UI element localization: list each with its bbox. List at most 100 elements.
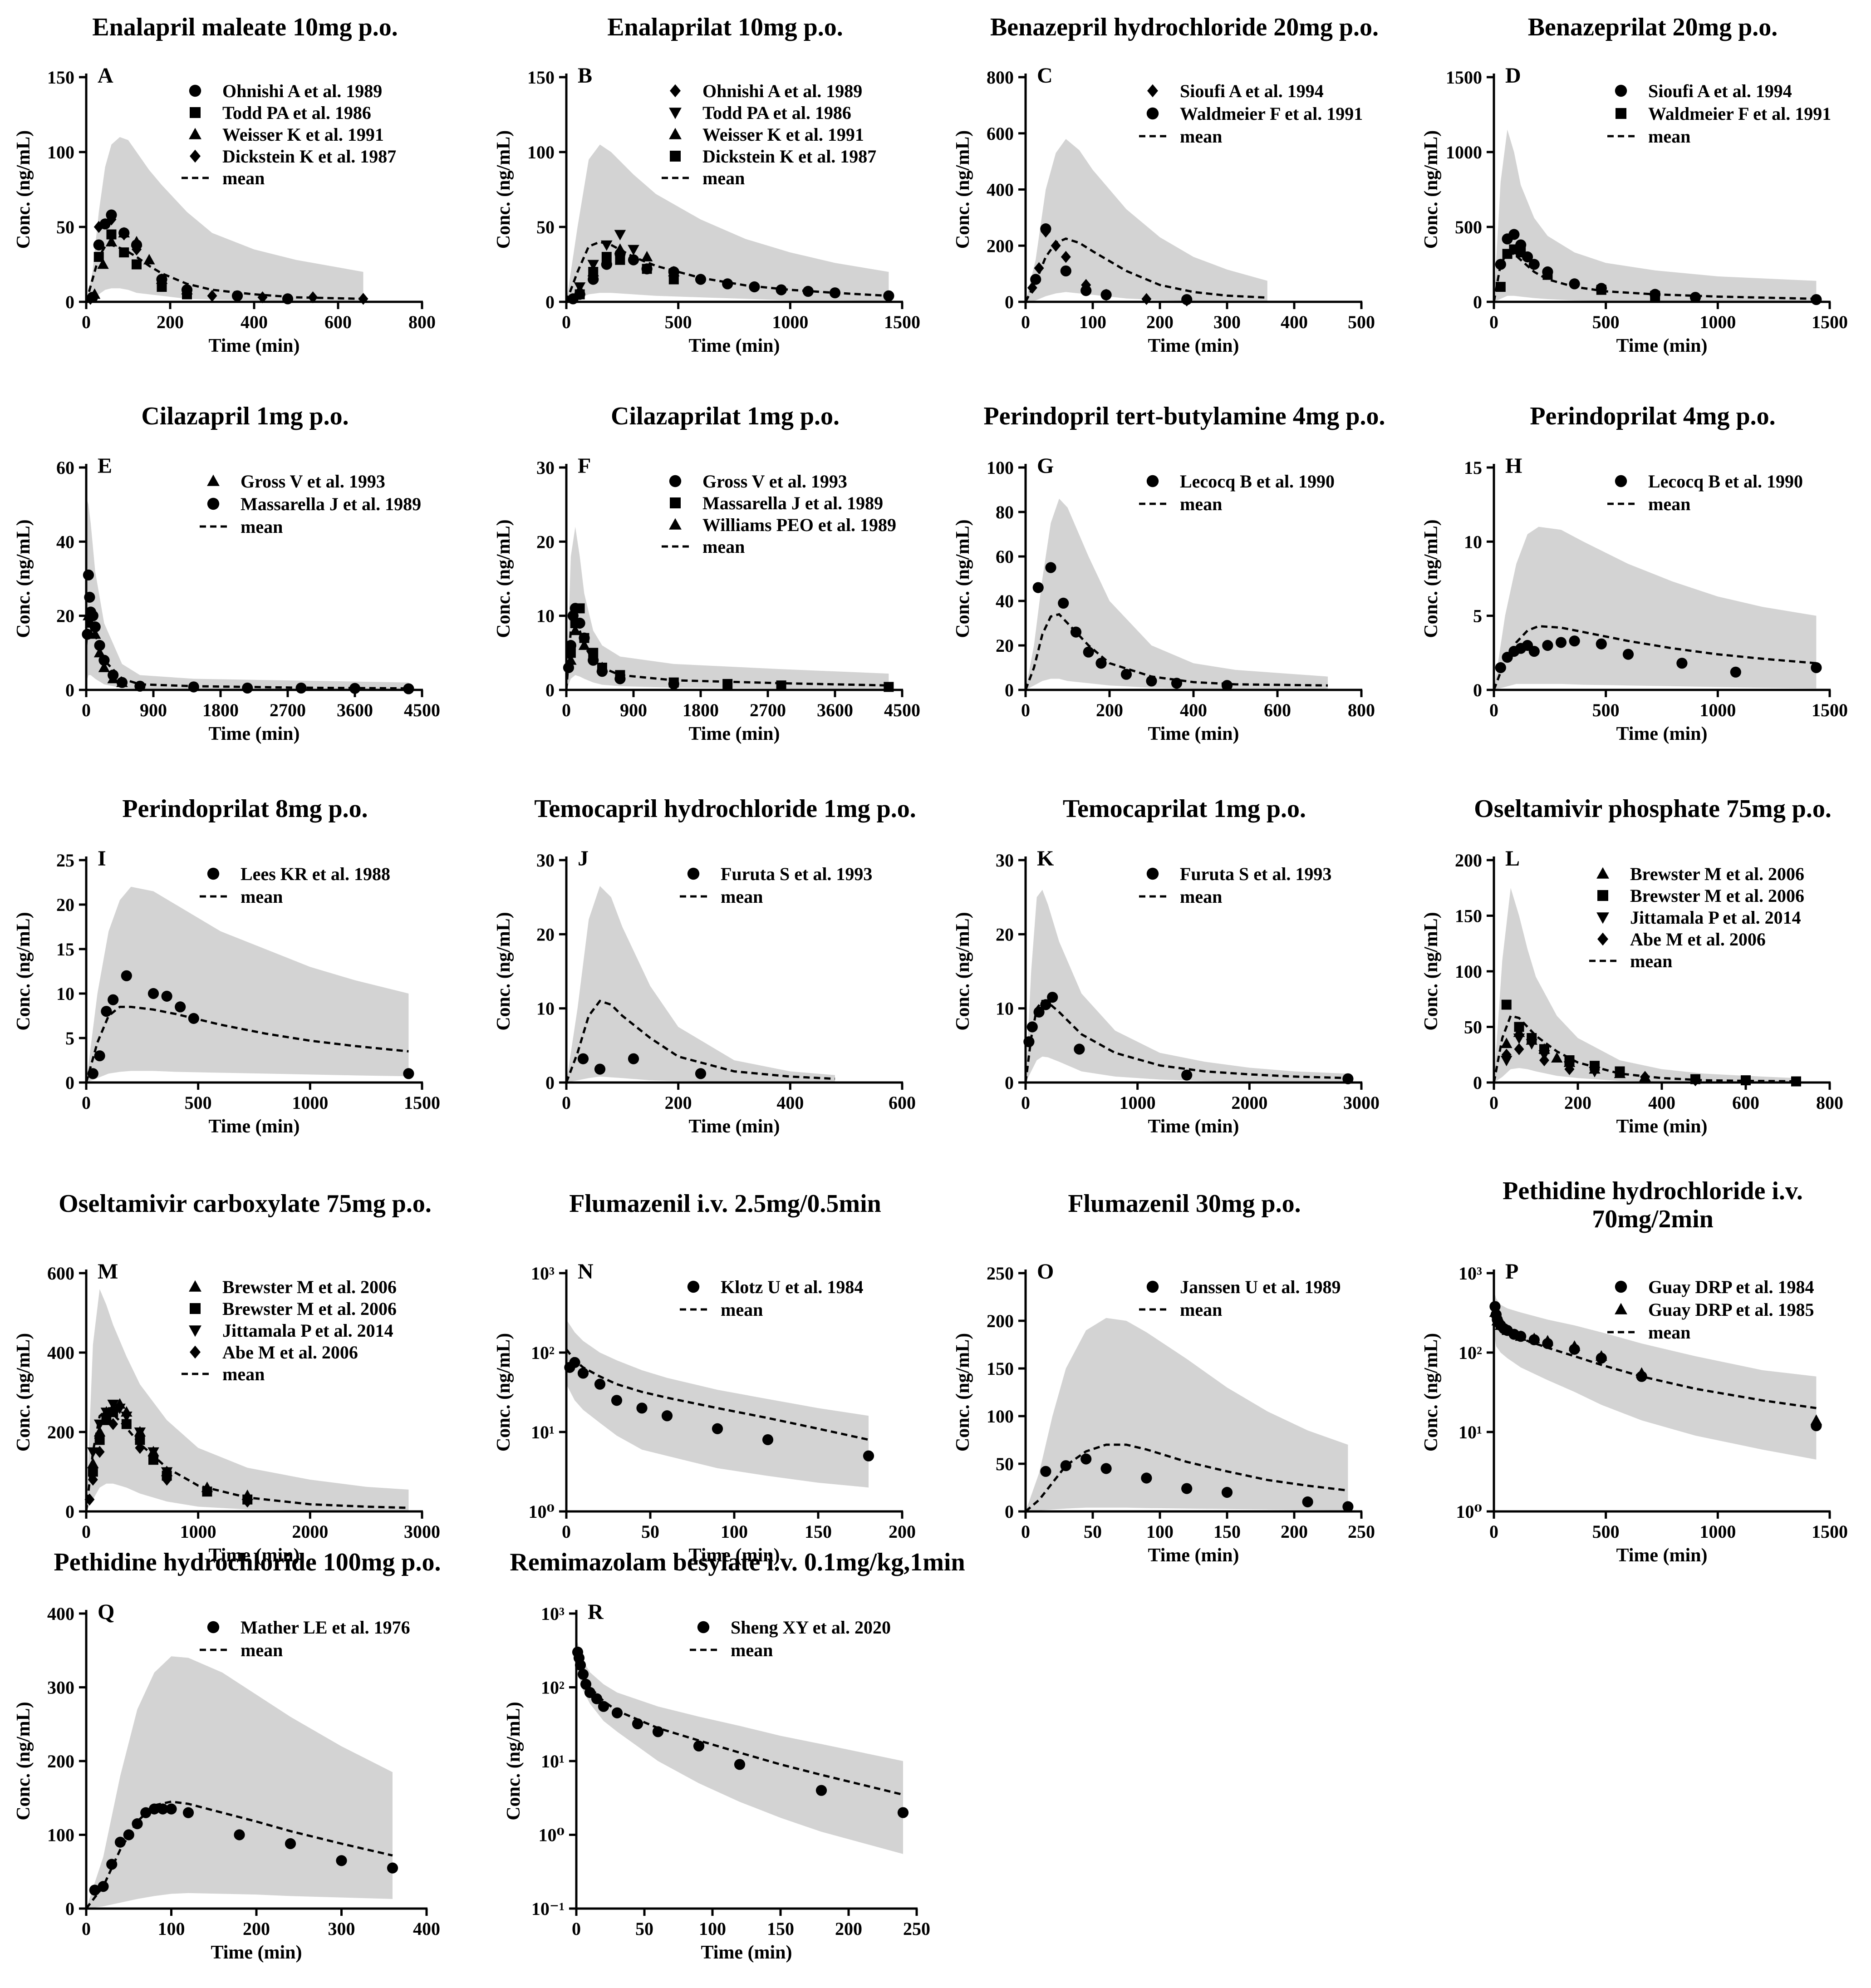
observed-point [1221,680,1233,691]
observed-point [569,1357,580,1368]
observed-point [1030,274,1041,285]
y-tick-label: 0 [1473,680,1482,700]
observed-point [93,1426,106,1437]
y-tick-label: 20 [996,924,1014,945]
panel-title: Pethidine hydrochloride 100mg p.o. [54,1548,441,1576]
y-tick-label: 0 [545,1073,555,1093]
x-axis-label: Time (min) [1616,1545,1707,1566]
legend-label: Janssen U et al. 1989 [1180,1277,1341,1297]
legend-marker [1146,867,1159,880]
panel-title: Enalaprilat 10mg p.o. [607,13,843,41]
legend-label: Mather LE et al. 1976 [241,1617,410,1638]
observed-point [1040,1466,1051,1477]
y-tick-label: 10 [536,999,555,1019]
prediction-interval-band [86,1656,393,1909]
prediction-interval-band [86,137,363,302]
x-tick-label: 0 [562,1521,571,1542]
observed-point [1514,1022,1524,1032]
mean-curve [1493,1014,1797,1083]
legend-marker [207,1621,220,1634]
panel-title: Pethidine hydrochloride i.v. 70mg/2min [1503,1177,1803,1233]
observed-point [1513,1033,1525,1044]
mean-curve [85,1005,409,1083]
panel-title: Remimazolam besylate i.v. 0.1mg/kg,1min [510,1548,965,1576]
legend-marker [207,497,220,510]
panel-letter: B [578,64,592,88]
legend-marker [1146,107,1159,120]
legend-label: Massarella J et al. 1989 [702,493,883,513]
observed-point [1181,1483,1193,1494]
panel-letter: J [578,846,589,871]
legend-label: mean [241,517,283,537]
observed-point [188,1013,199,1024]
y-axis-label: Conc. (ng/mL) [1421,1333,1442,1452]
x-tick-label: 200 [889,1521,916,1542]
observed-point [88,1473,98,1486]
observed-point [668,266,680,276]
observed-point [1495,259,1506,270]
y-tick-label: 0 [1473,292,1482,312]
y-tick-label: 200 [47,1751,74,1771]
legend-label: mean [1648,126,1690,147]
observed-point [349,683,361,694]
observed-point [1500,1038,1513,1048]
observed-point [1650,290,1660,301]
observed-point [140,1807,152,1818]
x-tick-label: 100 [699,1919,726,1939]
observed-point [93,221,104,233]
observed-point [94,1446,105,1458]
y-tick-label: 200 [987,1311,1014,1331]
observed-point [1811,294,1822,305]
observed-point [1080,1453,1092,1465]
x-tick-label: 500 [185,1092,212,1113]
x-tick-label: 0 [1489,700,1498,720]
legend-label: mean [222,168,265,188]
y-tick-label: 50 [996,1454,1014,1474]
x-tick-label: 100 [158,1919,185,1939]
legend-label: Klotz U et al. 1984 [721,1277,863,1297]
observed-point [776,284,787,295]
y-tick-label: 150 [1455,906,1482,926]
observed-point [587,266,599,276]
prediction-interval-band [86,886,409,1083]
observed-point [1027,281,1037,294]
panel-letter: P [1505,1260,1518,1284]
legend-marker [669,518,682,530]
panel-title: Temocapril hydrochloride 1mg p.o. [534,795,916,823]
legend-marker [1146,1280,1159,1293]
chart-panel-r: Remimazolam besylate i.v. 0.1mg/kg,1min R… [503,1548,965,1963]
y-tick-label: 20 [536,924,555,945]
x-tick-label: 2700 [270,700,306,720]
observed-point [1589,1067,1601,1078]
observed-point [614,230,626,241]
y-axis-label: Conc. (ng/mL) [953,130,973,249]
y-tick-label: 10 [1464,531,1482,552]
y-tick-label: 50 [56,217,74,237]
observed-point [1141,1472,1152,1484]
observed-point [565,648,576,658]
observed-point [147,1447,159,1458]
y-tick-label: 400 [47,1343,74,1363]
observed-point [1221,1486,1233,1498]
x-axis-label: Time (min) [688,335,780,356]
observed-point [166,1803,177,1815]
legend-label: Gross V et al. 1993 [702,471,847,492]
legend-label: Abe M et al. 2006 [222,1342,358,1363]
y-axis-label: Conc. (ng/mL) [953,912,973,1030]
observed-point [107,1399,119,1410]
observed-point [802,285,814,297]
observed-point [1095,658,1107,669]
observed-point [668,677,679,688]
legend-marker [670,84,681,98]
observed-point [134,1427,146,1438]
observed-point [695,1068,707,1079]
observed-point [98,1881,109,1892]
observed-point [1514,1043,1524,1055]
panel-title: Oseltamivir phosphate 75mg p.o. [1474,795,1832,823]
x-tick-label: 0 [572,1919,581,1939]
observed-point [157,282,167,292]
x-tick-label: 400 [241,312,268,332]
legend-marker [1597,890,1608,901]
observed-point [1120,669,1132,680]
